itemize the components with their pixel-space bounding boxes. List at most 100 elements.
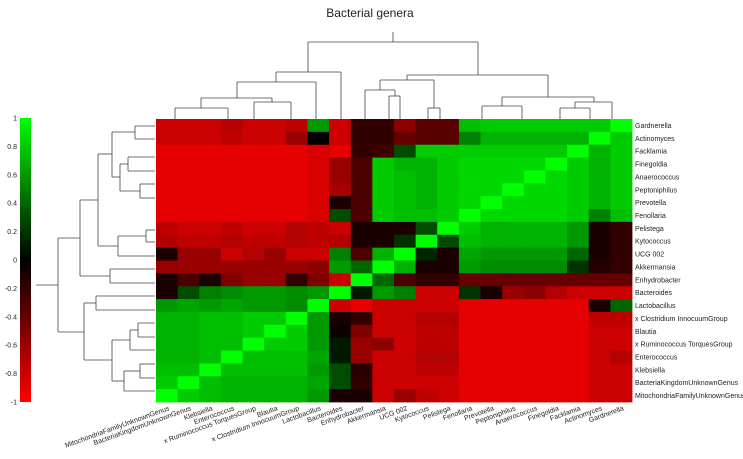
heatmap-cell — [458, 286, 481, 300]
heatmap-cell — [588, 144, 611, 158]
heatmap-cell — [242, 247, 265, 261]
heatmap-cell — [372, 170, 395, 184]
colorbar-tick-label: -1 — [11, 400, 17, 407]
colorbar-tick-label: 0.8 — [7, 144, 17, 151]
heatmap-cell — [156, 363, 179, 377]
row-label: x Clostridium InnocuumGroup — [635, 316, 728, 323]
heatmap-cell — [242, 260, 265, 274]
heatmap-cell — [415, 234, 438, 249]
row-label: Lactobacillus — [635, 303, 676, 310]
heatmap-cell — [220, 144, 243, 158]
heatmap-cell — [545, 389, 568, 403]
heatmap-cell — [350, 131, 373, 146]
heatmap-cell — [394, 183, 417, 197]
heatmap-cell — [437, 299, 460, 313]
heatmap-cell — [394, 299, 417, 313]
heatmap-cell — [199, 286, 222, 300]
heatmap-cell — [220, 337, 243, 351]
heatmap-cell — [588, 119, 611, 133]
heatmap-cell — [350, 209, 373, 223]
heatmap-cell — [458, 247, 481, 261]
heatmap-cell — [523, 299, 546, 313]
heatmap-cell — [480, 209, 503, 223]
heatmap-cell — [567, 311, 590, 326]
heatmap-cell — [437, 286, 460, 300]
heatmap-cell — [177, 389, 200, 403]
row-label: Gardnerella — [635, 123, 672, 130]
heatmap-cell — [567, 286, 590, 300]
heatmap-cell — [480, 144, 503, 158]
chart-title: Bacterial genera — [326, 6, 414, 20]
heatmap-cell — [523, 144, 546, 158]
heatmap-cell — [437, 389, 460, 403]
heatmap-cell — [394, 273, 417, 287]
heatmap-cell — [502, 350, 525, 364]
heatmap-cell — [156, 286, 179, 300]
heatmap-cell — [329, 299, 352, 313]
heatmap-cell — [480, 119, 503, 133]
heatmap-cell — [329, 337, 352, 351]
colorbar-tick-label: 0.4 — [7, 201, 17, 208]
heatmap-cell — [177, 337, 200, 351]
heatmap-cell — [458, 389, 481, 403]
heatmap-cell — [394, 311, 417, 326]
heatmap-cell — [285, 119, 308, 133]
heatmap-cell — [458, 363, 481, 377]
heatmap-cell — [285, 196, 308, 210]
heatmap-cell — [458, 273, 481, 287]
heatmap-cell — [480, 389, 503, 403]
heatmap-cell — [220, 234, 243, 249]
heatmap-cell — [588, 324, 611, 339]
heatmap-cell — [523, 157, 546, 171]
heatmap-cell — [588, 350, 611, 364]
heatmap-cell — [458, 350, 481, 364]
colorbar — [20, 118, 31, 402]
heatmap-cell — [394, 337, 417, 351]
heatmap-cell — [394, 324, 417, 339]
heatmap-cell — [285, 260, 308, 274]
heatmap-cell — [567, 119, 590, 133]
heatmap-cell — [156, 311, 179, 326]
heatmap-cell — [610, 170, 633, 184]
heatmap-cell — [415, 183, 438, 197]
heatmap-cell — [415, 311, 438, 326]
heatmap-cell — [372, 299, 395, 313]
heatmap-cell — [502, 119, 525, 133]
heatmap-cell — [199, 119, 222, 133]
heatmap-cell — [285, 324, 308, 339]
heatmap-cell — [264, 324, 287, 339]
heatmap-cell — [329, 119, 352, 133]
row-label: Bacteroides — [635, 290, 672, 297]
heatmap-cell — [220, 324, 243, 339]
heatmap-cell — [588, 286, 611, 300]
heatmap-cell — [329, 376, 352, 390]
heatmap-cell — [285, 376, 308, 390]
colorbar-tick-label: -0.6 — [5, 343, 17, 350]
heatmap-cell — [588, 183, 611, 197]
heatmap-cell — [394, 286, 417, 300]
heatmap-cell — [394, 247, 417, 261]
heatmap-cell — [567, 337, 590, 351]
heatmap-cell — [372, 324, 395, 339]
heatmap-cell — [220, 376, 243, 390]
heatmap-cell — [588, 363, 611, 377]
heatmap-cell — [329, 311, 352, 326]
heatmap-cell — [610, 286, 633, 300]
heatmap-cell — [437, 337, 460, 351]
heatmap-cell — [156, 119, 179, 133]
heatmap-cell — [329, 389, 352, 403]
heatmap-cell — [177, 221, 200, 236]
heatmap-cell — [502, 144, 525, 158]
heatmap-cell — [285, 183, 308, 197]
colorbar-tick-label: 0.6 — [7, 172, 17, 179]
heatmap-cell — [156, 157, 179, 171]
heatmap-cell — [329, 196, 352, 210]
heatmap-cell — [372, 144, 395, 158]
heatmap-cell — [458, 299, 481, 313]
heatmap-cell — [372, 247, 395, 261]
heatmap-cell — [610, 273, 633, 287]
heatmap-cell — [177, 119, 200, 133]
row-labels: Gardnerella Actinomyces Facklamia Finegoldi… — [635, 123, 743, 400]
heatmap-cell — [588, 234, 611, 249]
heatmap-cell — [458, 221, 481, 236]
